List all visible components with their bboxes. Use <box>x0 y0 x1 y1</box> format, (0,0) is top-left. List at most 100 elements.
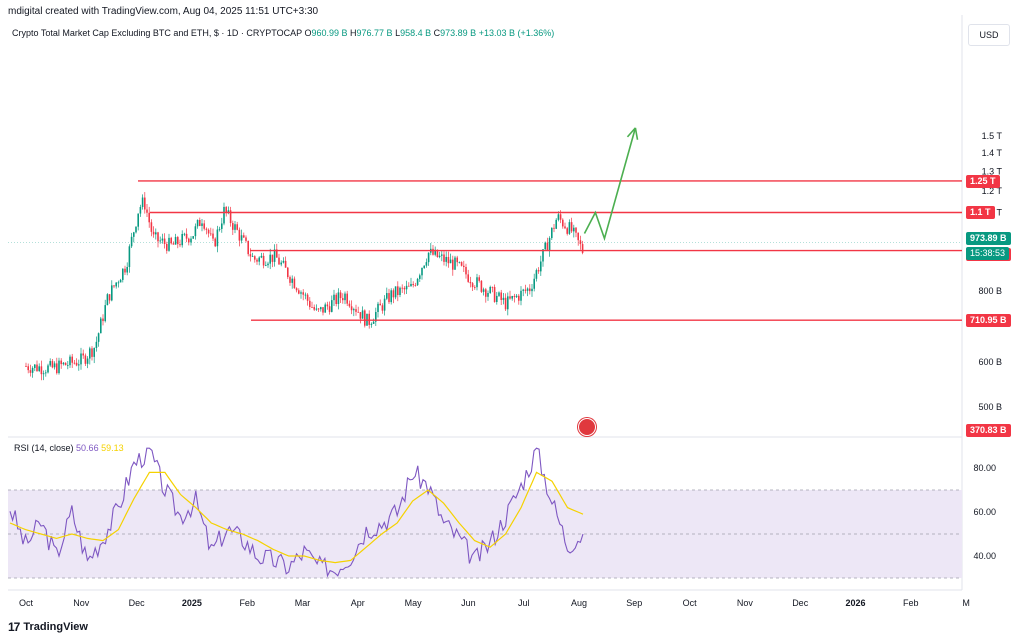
candle-body <box>535 270 538 279</box>
candle-body <box>67 365 69 366</box>
candle-body <box>95 341 98 348</box>
candle-body <box>185 233 188 239</box>
time-tick-label: 2026 <box>845 598 865 608</box>
brand-name: TradingView <box>23 621 88 633</box>
candle-body <box>262 255 265 266</box>
candle-body <box>537 270 540 272</box>
candle-body <box>170 237 172 244</box>
candle-body <box>271 254 274 262</box>
candle-body <box>364 310 366 326</box>
candle-body <box>449 259 452 264</box>
candle-body <box>106 294 109 306</box>
rsi-tick-label: 60.00 <box>973 507 996 517</box>
candle-body <box>291 278 293 283</box>
candle-body <box>150 222 153 232</box>
candle-body <box>166 244 168 251</box>
candle-body <box>128 246 131 268</box>
time-tick-label: Nov <box>73 598 90 608</box>
candle-body <box>179 244 181 246</box>
candle-body <box>458 262 461 263</box>
candle-body <box>463 265 465 267</box>
candle-body <box>511 295 513 299</box>
candle-body <box>190 238 192 243</box>
candle-body <box>93 347 95 357</box>
candle-body <box>265 265 267 266</box>
price-tick-label: 600 B <box>978 357 1002 367</box>
arrow-head <box>626 127 636 138</box>
candle-body <box>258 257 260 262</box>
candle-body <box>447 256 450 264</box>
candle-body <box>254 256 256 260</box>
candle-body <box>27 366 29 371</box>
candle-body <box>122 268 124 280</box>
candle-body <box>247 240 249 255</box>
candle-body <box>108 294 111 301</box>
time-tick-label: Sep <box>626 598 642 608</box>
price-tick-label: 800 B <box>978 286 1002 296</box>
candle-body <box>130 236 133 247</box>
candle-body <box>135 226 137 233</box>
candle-body <box>397 286 399 296</box>
candle-body <box>573 227 575 232</box>
candle-body <box>302 292 304 295</box>
price-tick-label: 1.4 T <box>982 148 1003 158</box>
candle-body <box>218 228 221 230</box>
candle-body <box>183 233 186 235</box>
candle-body <box>515 295 518 298</box>
last-price-tag: 973.89 B <box>966 231 1011 245</box>
candle-body <box>553 227 555 229</box>
candle-body <box>58 360 60 374</box>
currency-button[interactable]: USD <box>968 24 1010 46</box>
us-flag-event-icon[interactable] <box>578 418 596 436</box>
candle-body <box>348 303 351 307</box>
time-tick-label: 2025 <box>182 598 202 608</box>
candle-body <box>469 281 472 284</box>
candle-body <box>216 229 219 247</box>
candle-body <box>25 366 27 367</box>
candle-body <box>520 290 522 301</box>
candle-body <box>320 307 322 310</box>
candle-body <box>157 232 159 242</box>
rsi-line <box>9 447 584 578</box>
candle-body <box>467 274 469 282</box>
candle-body <box>240 235 243 241</box>
candle-body <box>522 289 524 291</box>
ohlc-open: O960.99 B <box>304 28 348 38</box>
rsi-ma-line <box>9 471 584 564</box>
candle-body <box>555 219 557 229</box>
rsi-value: 50.66 <box>76 443 99 453</box>
change-value: +13.03 B (+1.36%) <box>478 28 555 38</box>
candle-body <box>575 227 577 233</box>
symbol-legend: Crypto Total Market Cap Excluding BTC an… <box>12 28 554 38</box>
candle-body <box>234 224 236 230</box>
candle-body <box>141 197 144 208</box>
candle-body <box>465 266 467 275</box>
candle-body <box>287 267 289 278</box>
candle-body <box>84 355 87 364</box>
candle-body <box>269 254 271 264</box>
candle-body <box>267 263 269 266</box>
candle-body <box>192 236 194 239</box>
rsi-tick-label: 40.00 <box>973 551 996 561</box>
candle-body <box>38 366 40 372</box>
candle-body <box>205 228 208 230</box>
candle-body <box>529 288 531 292</box>
candle-body <box>47 365 49 373</box>
projection-arrow <box>583 127 639 242</box>
candle-body <box>482 289 485 292</box>
tradingview-brand[interactable]: 17 TradingView <box>8 620 88 634</box>
candle-body <box>152 231 155 235</box>
candle-body <box>370 323 373 325</box>
candle-body <box>309 300 311 308</box>
candle-body <box>531 288 533 292</box>
candle-body <box>476 277 478 288</box>
candle-body <box>144 197 146 210</box>
candle-body <box>245 237 247 241</box>
candle-body <box>278 257 280 265</box>
candle-body <box>445 256 447 262</box>
candle-body <box>53 363 56 368</box>
candle-body <box>493 287 496 302</box>
candle-body <box>73 362 76 364</box>
candle-body <box>542 249 544 262</box>
